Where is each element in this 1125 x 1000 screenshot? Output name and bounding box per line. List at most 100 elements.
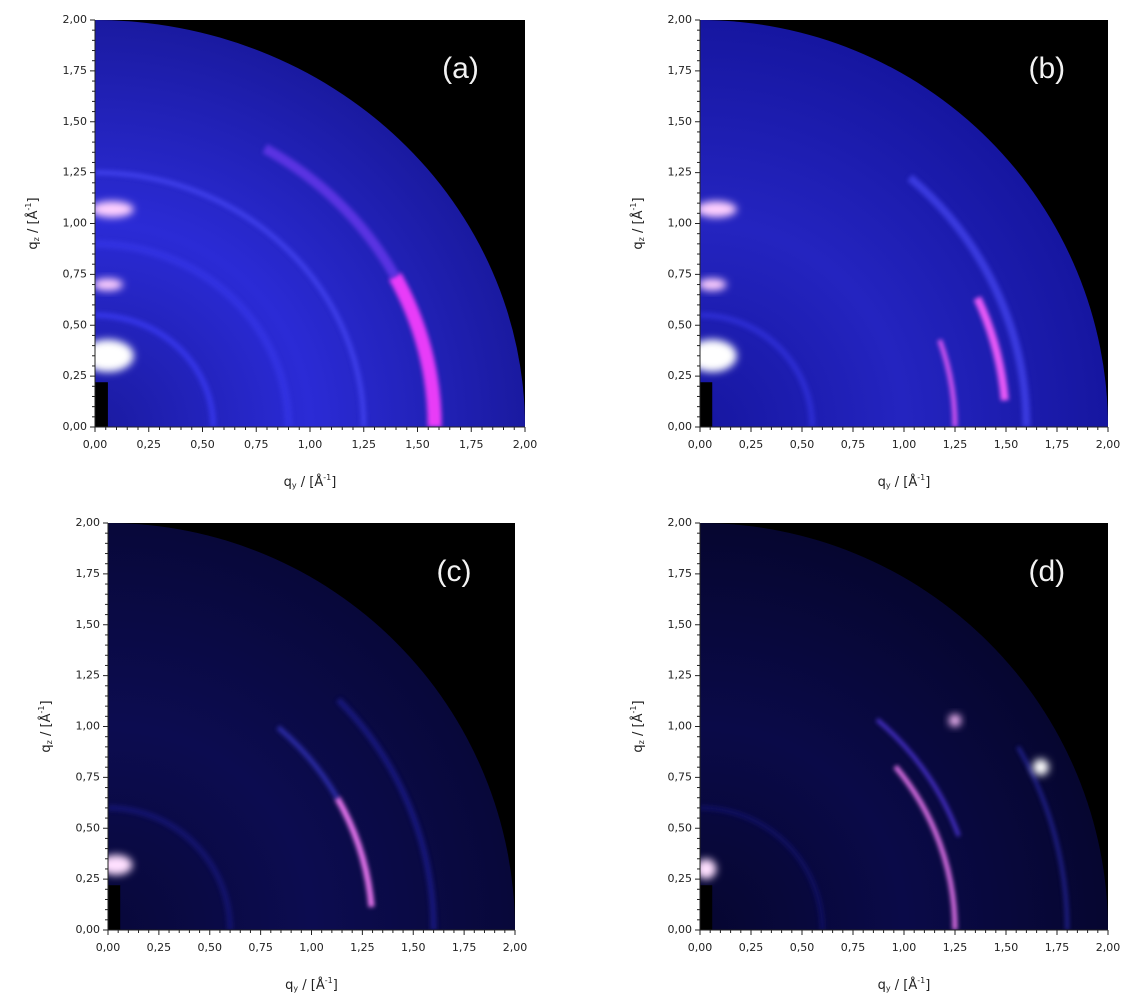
diffraction-spot bbox=[700, 278, 727, 291]
y-label: qz / [Å-1] bbox=[37, 700, 54, 752]
y-tick-label: 1,00 bbox=[63, 217, 88, 230]
y-tick-label: 0,25 bbox=[668, 872, 693, 885]
x-label-part: ] bbox=[333, 978, 338, 993]
x-label-part: q bbox=[878, 475, 886, 490]
x-label-part: q bbox=[285, 978, 293, 993]
y-tick-label: 1,00 bbox=[668, 217, 693, 230]
y-tick-label: 2,00 bbox=[668, 516, 693, 529]
diffraction-spot bbox=[95, 339, 134, 373]
x-label: qy / [Å-1] bbox=[878, 473, 931, 490]
beamstop bbox=[700, 382, 713, 427]
diffraction-ring bbox=[700, 312, 816, 427]
diffraction-ring bbox=[334, 796, 375, 908]
diffraction-ring bbox=[262, 144, 400, 279]
y-tick-label: 0,75 bbox=[668, 770, 693, 783]
x-tick-label: 0,00 bbox=[688, 941, 713, 954]
diffraction-spot bbox=[700, 201, 737, 218]
y-label-part: -1 bbox=[629, 706, 638, 714]
x-tick-label: 0,75 bbox=[841, 438, 866, 451]
x-tick-label: 0,50 bbox=[190, 438, 215, 451]
x-tick-label: 1,25 bbox=[350, 941, 375, 954]
x-label-part: y bbox=[292, 481, 297, 490]
x-tick-label: 1,50 bbox=[405, 438, 430, 451]
diffraction-ring bbox=[875, 718, 961, 837]
x-tick-label: 1,50 bbox=[994, 438, 1019, 451]
diffraction-ring bbox=[95, 239, 293, 427]
diffraction-ring bbox=[95, 312, 217, 427]
y-tick-label: 0,50 bbox=[668, 821, 693, 834]
x-tick-label: 0,75 bbox=[244, 438, 269, 451]
y-tick-label: 0,25 bbox=[76, 872, 101, 885]
y-label-part: -1 bbox=[629, 203, 638, 211]
y-tick-label: 0,00 bbox=[76, 923, 101, 936]
y-label-part: q bbox=[631, 744, 646, 752]
y-label-part: -1 bbox=[37, 706, 46, 714]
panel-label: (c) bbox=[436, 555, 471, 588]
panel-label: (a) bbox=[442, 52, 479, 85]
diffraction-spot bbox=[700, 339, 737, 373]
y-tick-label: 2,00 bbox=[668, 13, 693, 26]
beamstop bbox=[108, 885, 121, 930]
y-tick-label: 1,50 bbox=[76, 618, 101, 631]
y-tick-label: 1,00 bbox=[668, 720, 693, 733]
beamstop bbox=[700, 885, 713, 930]
diffraction-spot bbox=[108, 854, 133, 876]
x-tick-label: 1,50 bbox=[994, 941, 1019, 954]
y-tick-label: 1,75 bbox=[63, 64, 88, 77]
y-label-part: z bbox=[32, 237, 41, 241]
x-tick-label: 1,25 bbox=[352, 438, 377, 451]
x-tick-label: 0,00 bbox=[96, 941, 121, 954]
x-tick-label: 2,00 bbox=[503, 941, 528, 954]
y-label-part: z bbox=[637, 740, 646, 744]
y-label-part: ] bbox=[631, 197, 646, 202]
x-label-part: y bbox=[886, 481, 891, 490]
diffraction-ring bbox=[893, 764, 958, 930]
y-tick-label: 0,50 bbox=[63, 318, 88, 331]
x-label-part: -1 bbox=[917, 976, 925, 985]
x-tick-label: 1,00 bbox=[892, 438, 917, 451]
diffraction-ring bbox=[95, 170, 367, 427]
x-tick-label: 0,25 bbox=[739, 941, 764, 954]
x-tick-label: 0,25 bbox=[739, 438, 764, 451]
y-label-part: / [Å bbox=[630, 210, 646, 237]
x-label-part: q bbox=[878, 978, 886, 993]
y-tick-label: 0,75 bbox=[76, 770, 101, 783]
x-label-part: / [Å bbox=[891, 474, 918, 490]
x-label-part: ] bbox=[331, 475, 336, 490]
x-tick-label: 0,75 bbox=[248, 941, 273, 954]
x-tick-label: 1,75 bbox=[459, 438, 484, 451]
x-label-part: / [Å bbox=[297, 474, 324, 490]
y-tick-label: 1,50 bbox=[668, 618, 693, 631]
panel: 0,00 0,25 0,50 0,75 1,00 1,25 1,50 1,75 2,00 0,00… bbox=[629, 516, 1121, 993]
x-label: qy / [Å-1] bbox=[284, 473, 337, 490]
y-tick-label: 1,25 bbox=[668, 669, 693, 682]
y-tick-label: 1,00 bbox=[76, 720, 101, 733]
y-tick-label: 0,00 bbox=[668, 923, 693, 936]
beamstop bbox=[95, 382, 108, 427]
y-tick-label: 0,75 bbox=[668, 267, 693, 280]
diffraction-ring bbox=[1016, 745, 1070, 930]
y-label-part: z bbox=[45, 740, 54, 744]
y-tick-label: 2,00 bbox=[63, 13, 88, 26]
y-tick-label: 1,25 bbox=[63, 166, 88, 179]
y-tick-label: 1,75 bbox=[668, 567, 693, 580]
x-tick-label: 0,00 bbox=[83, 438, 108, 451]
x-tick-label: 0,50 bbox=[198, 941, 223, 954]
y-tick-label: 0,25 bbox=[668, 369, 693, 382]
x-label-part: -1 bbox=[323, 473, 331, 482]
y-label-part: / [Å bbox=[630, 713, 646, 740]
x-tick-label: 1,00 bbox=[299, 941, 324, 954]
x-label-part: ] bbox=[925, 978, 930, 993]
y-label-part: -1 bbox=[24, 203, 33, 211]
y-label-part: ] bbox=[26, 197, 41, 202]
x-tick-label: 0,25 bbox=[137, 438, 162, 451]
x-tick-label: 1,75 bbox=[452, 941, 477, 954]
x-tick-label: 1,25 bbox=[943, 941, 968, 954]
diffraction-spot bbox=[95, 278, 123, 291]
x-tick-label: 1,75 bbox=[1045, 941, 1070, 954]
y-tick-label: 1,75 bbox=[668, 64, 693, 77]
y-tick-label: 1,75 bbox=[76, 567, 101, 580]
intensity-map bbox=[108, 523, 515, 930]
y-label: qz / [Å-1] bbox=[24, 197, 41, 249]
